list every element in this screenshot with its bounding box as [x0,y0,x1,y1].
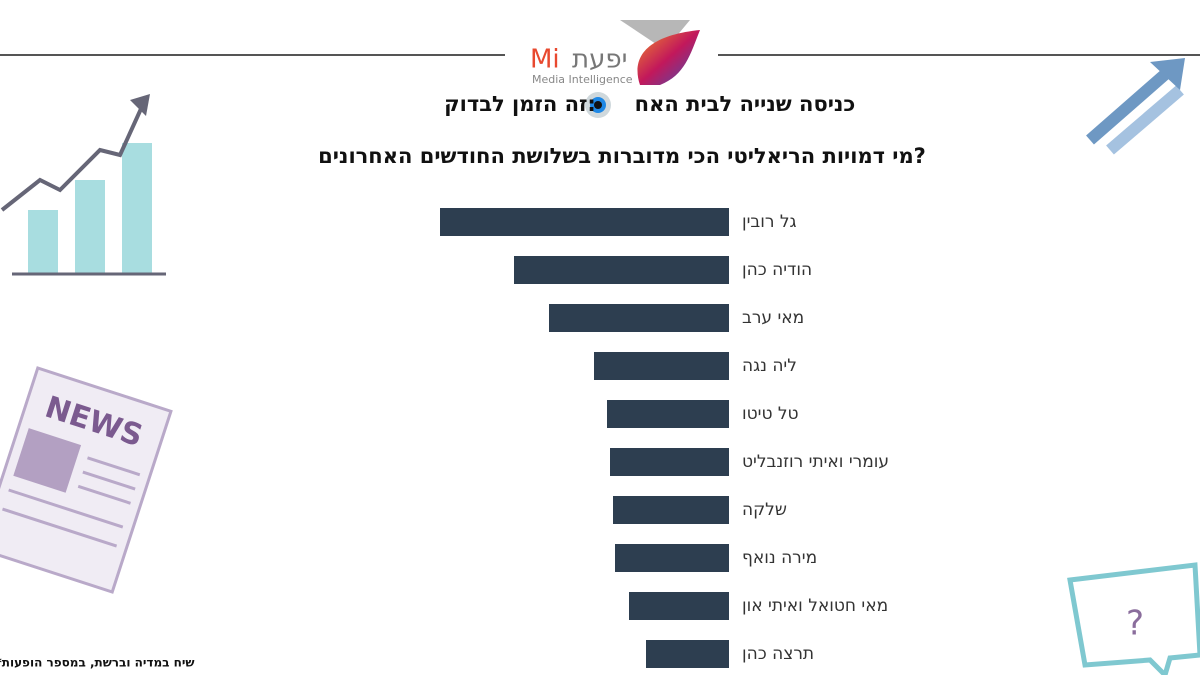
category-label: גל רובין [742,212,797,232]
title: זה הזמן לבדוק: [444,92,596,116]
category-label: הודיה כהן [742,260,812,280]
svg-text:?: ? [1126,604,1144,644]
subtitle: מי דמויות הריאליטי הכי מדוברות בשלושת הח… [318,144,926,168]
category-label: מאי חטואל ואיתי און [742,596,888,616]
category-label: טל טיטו [742,404,799,424]
logo-mark: Mi [530,45,560,75]
category-label: מאי ערב [742,308,804,328]
bar [514,256,729,284]
logo: Mi יפעת Media Intelligence [530,20,700,86]
bar [594,352,729,380]
bar [613,496,729,524]
bar [646,640,729,668]
growth-chart-icon [0,94,166,276]
bar [615,544,729,572]
logo-tagline: Media Intelligence [532,73,633,86]
arrows-icon [1086,58,1185,155]
footnote: *שיח במדיה וברשת, במספר הופעות [0,656,195,670]
bar [549,304,729,332]
category-label: עומרי ואיתי רוזנבליט [742,452,889,472]
category-label: תרצה כהן [742,644,814,664]
category-label: ליה נגה [742,356,797,376]
category-label: מירה נואף [742,548,817,568]
eye-icon [585,92,611,118]
bar [440,208,729,236]
logo-name: יפעת [572,45,627,75]
bar [629,592,729,620]
bar [610,448,729,476]
title: כניסה שנייה לבית האח [635,92,856,116]
category-label: שלקה [742,500,787,520]
newspaper-icon: NEWS [0,366,173,594]
question-bubble-icon: ? [1067,562,1200,675]
bar [607,400,729,428]
